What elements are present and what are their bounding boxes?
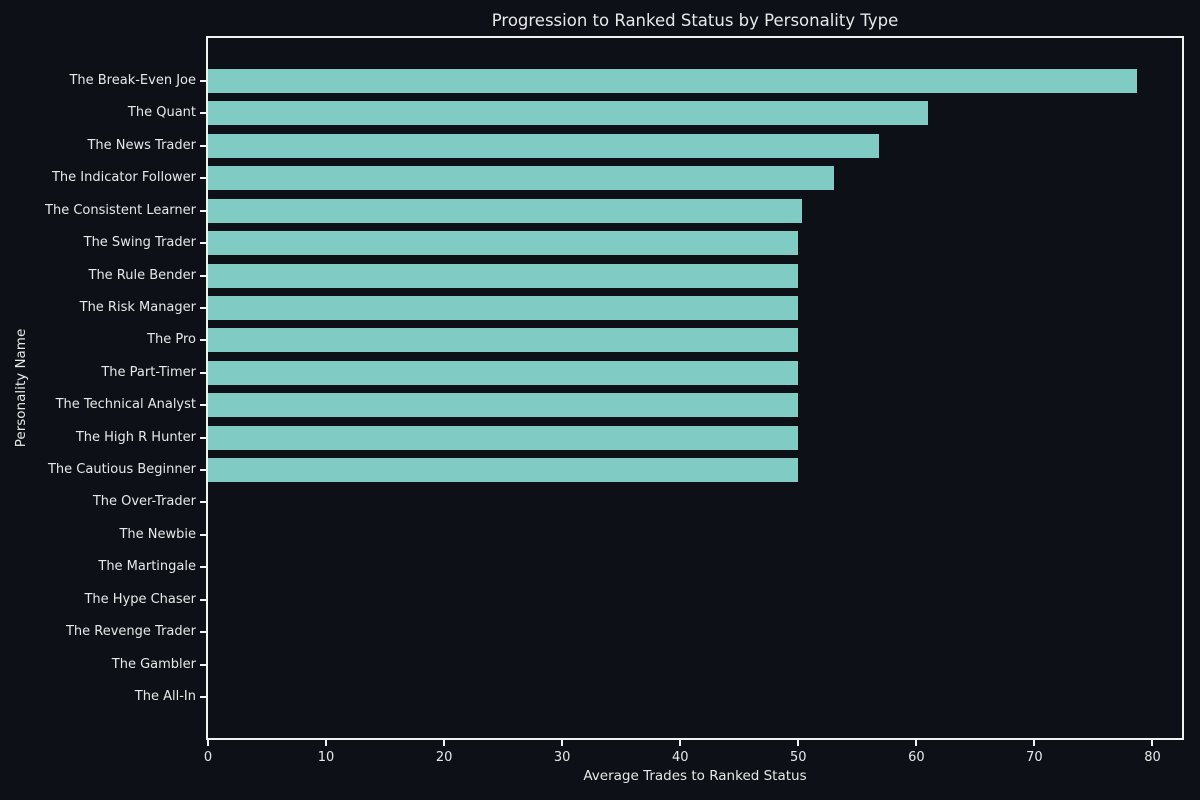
- y-tick-mark: [200, 274, 206, 277]
- y-tick-mark: [200, 371, 206, 374]
- y-tick-mark: [200, 306, 206, 309]
- x-tick-mark: [679, 740, 682, 746]
- bar: [208, 458, 799, 483]
- y-tick-mark: [200, 80, 206, 82]
- y-tick-label: The Consistent Learner: [45, 202, 196, 218]
- y-tick-label: The Break-Even Joe: [69, 73, 196, 88]
- y-tick-mark: [200, 209, 206, 212]
- bar: [208, 166, 834, 191]
- chart-title: Progression to Ranked Status by Personal…: [491, 11, 899, 30]
- y-tick-mark: [200, 339, 206, 342]
- y-tick-label: The Quant: [127, 105, 196, 121]
- y-tick-mark: [200, 566, 206, 569]
- y-tick-label: The Over-Trader: [92, 494, 196, 510]
- y-tick-mark: [200, 663, 206, 666]
- y-tick-label: The News Trader: [87, 137, 196, 153]
- x-tick-mark: [915, 740, 918, 746]
- y-tick-label: The Swing Trader: [83, 235, 196, 251]
- bar: [208, 360, 799, 385]
- y-tick-mark: [200, 177, 206, 180]
- x-tick-mark: [443, 740, 446, 746]
- x-tick-mark: [1033, 740, 1036, 746]
- x-tick-label: 30: [553, 750, 571, 765]
- y-tick-mark: [200, 501, 206, 504]
- plot-area: [206, 36, 1184, 740]
- y-tick-label: The Martingale: [98, 559, 196, 575]
- y-tick-label: The Risk Manager: [79, 299, 196, 315]
- x-tick-mark: [207, 740, 209, 746]
- y-tick-label: The Newbie: [119, 526, 196, 542]
- x-tick-label: 0: [203, 750, 213, 765]
- y-tick-mark: [200, 469, 206, 472]
- x-tick-label: 70: [1026, 750, 1043, 765]
- bar: [208, 198, 802, 223]
- bar: [208, 133, 879, 158]
- x-tick-mark: [325, 740, 328, 746]
- bar: [208, 263, 799, 288]
- bar: [208, 69, 1138, 93]
- y-tick-label: The Gambler: [111, 656, 196, 672]
- y-tick-label: The Hype Chaser: [84, 591, 196, 607]
- y-tick-mark: [200, 598, 206, 601]
- y-tick-mark: [200, 695, 206, 698]
- y-tick-label: The Rule Bender: [88, 267, 197, 283]
- y-tick-label: The High R Hunter: [75, 429, 196, 445]
- x-axis-title: Average Trades to Ranked Status: [583, 768, 807, 784]
- bar: [208, 425, 799, 450]
- y-tick-label: The Cautious Beginner: [47, 462, 196, 478]
- x-tick-label: 50: [790, 750, 807, 765]
- y-tick-mark: [200, 242, 206, 245]
- bar: [208, 328, 799, 353]
- x-tick-mark: [1151, 740, 1154, 746]
- y-tick-label: The Indicator Follower: [51, 170, 196, 186]
- y-tick-label: The Revenge Trader: [65, 624, 196, 640]
- bar: [208, 101, 929, 126]
- y-tick-mark: [200, 144, 206, 147]
- y-tick-label: The Technical Analyst: [55, 397, 196, 413]
- y-tick-label: The Part-Timer: [101, 364, 196, 380]
- x-tick-mark: [561, 740, 564, 746]
- x-tick-label: 20: [435, 750, 453, 765]
- bar: [208, 231, 799, 256]
- x-tick-label: 10: [317, 750, 335, 765]
- y-tick-mark: [200, 631, 206, 634]
- y-tick-mark: [200, 533, 206, 536]
- y-tick-label: The Pro: [147, 332, 196, 348]
- y-tick-mark: [200, 404, 206, 407]
- bar: [208, 295, 799, 320]
- x-tick-mark: [797, 740, 800, 746]
- x-tick-label: 60: [908, 750, 925, 765]
- bar: [208, 393, 799, 418]
- y-tick-mark: [200, 112, 206, 115]
- x-tick-label: 40: [671, 750, 689, 765]
- y-tick-mark: [200, 436, 206, 439]
- x-tick-label: 80: [1144, 750, 1161, 765]
- y-tick-label: The All-In: [134, 688, 196, 704]
